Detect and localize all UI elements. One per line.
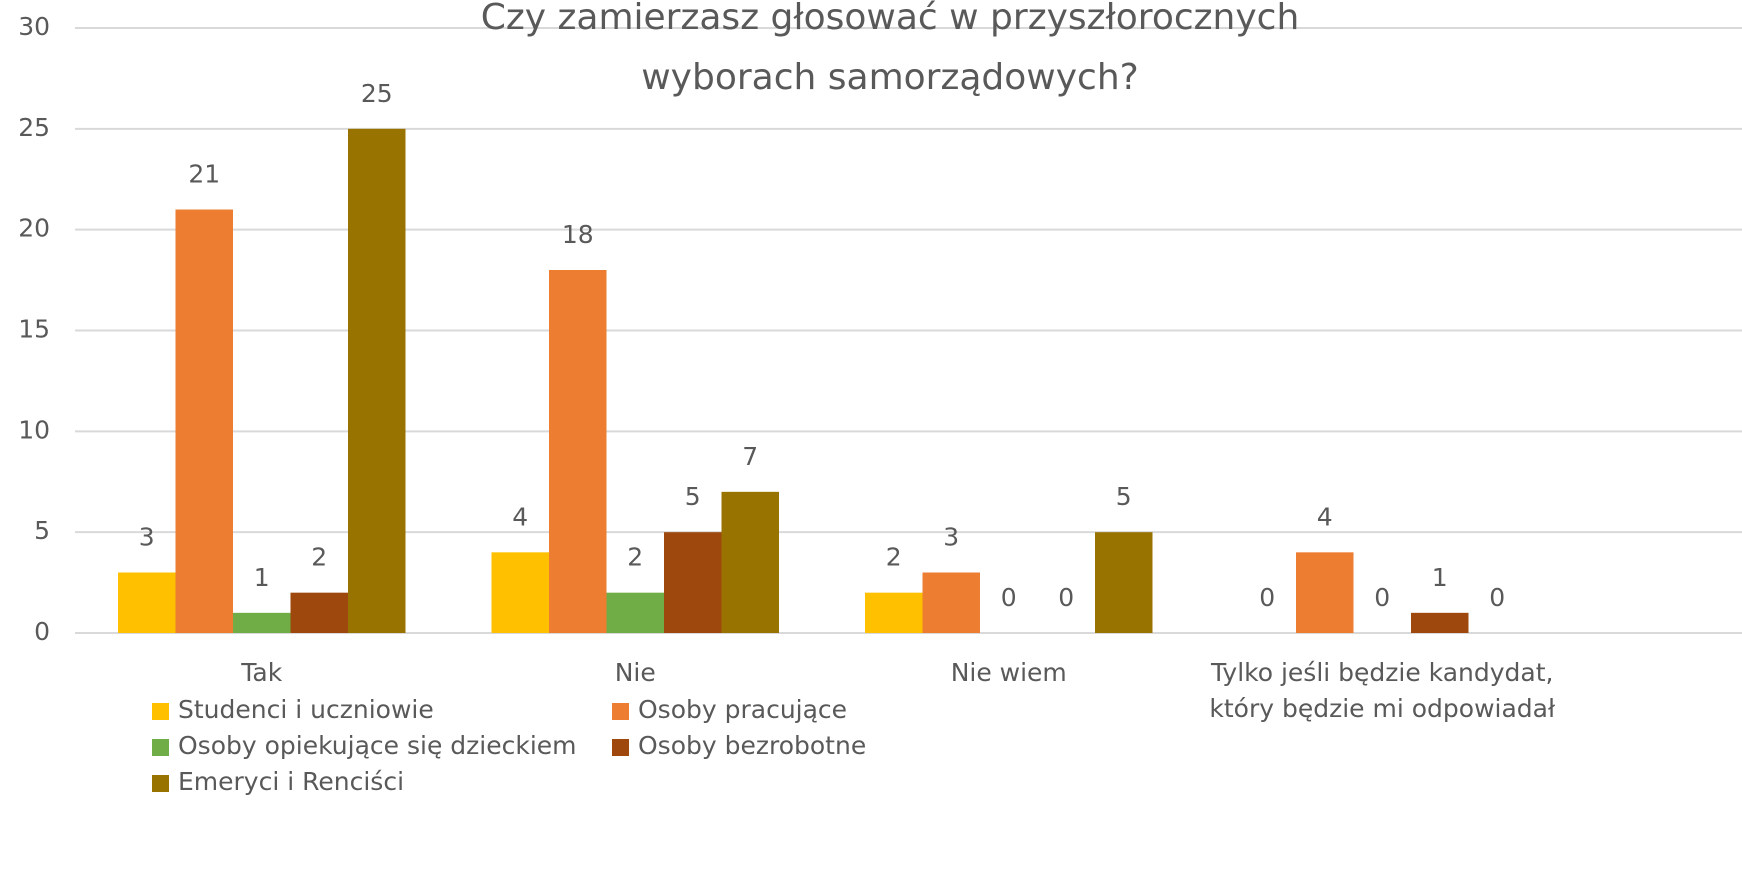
- legend-swatch: [612, 703, 629, 720]
- legend-swatch: [152, 703, 169, 720]
- data-label: 0: [1259, 583, 1275, 612]
- data-label: 4: [1317, 502, 1333, 531]
- data-label: 5: [1116, 482, 1132, 511]
- data-label: 1: [1432, 563, 1448, 592]
- y-tick-label: 10: [18, 415, 50, 444]
- bar: [1095, 532, 1153, 633]
- y-tick-label: 30: [18, 12, 50, 41]
- legend-swatch: [612, 739, 629, 756]
- data-label: 0: [1001, 583, 1017, 612]
- data-label: 4: [512, 502, 528, 531]
- bar: [233, 612, 291, 633]
- legend-label: Osoby pracujące: [638, 695, 847, 724]
- legend-label: Osoby bezrobotne: [638, 731, 866, 760]
- bar: [606, 592, 664, 633]
- x-tick-label: Nie wiem: [950, 658, 1067, 687]
- bar: [721, 491, 779, 633]
- bar: [118, 572, 176, 633]
- data-label: 0: [1058, 583, 1074, 612]
- y-tick-label: 15: [18, 315, 50, 344]
- data-label: 25: [361, 79, 393, 108]
- x-tick-label: Tylko jeśli będzie kandydat, który będzi…: [1209, 658, 1556, 723]
- bar: [549, 270, 607, 633]
- bar: [922, 572, 980, 633]
- bar: [290, 592, 348, 633]
- data-label: 2: [627, 543, 643, 572]
- y-tick-label: 0: [34, 617, 50, 646]
- legend-label: Studenci i uczniowie: [178, 695, 434, 724]
- legend-label: Emeryci i Renciści: [178, 767, 404, 796]
- legend-swatch: [152, 739, 169, 756]
- data-label: 0: [1489, 583, 1505, 612]
- data-label: 21: [188, 160, 220, 189]
- y-tick-label: 5: [34, 516, 50, 545]
- legend-label: Osoby opiekujące się dzieckiem: [178, 731, 577, 760]
- y-tick-label: 20: [18, 214, 50, 243]
- legend-swatch: [152, 775, 169, 792]
- bar: [1296, 552, 1354, 633]
- data-label: 1: [254, 563, 270, 592]
- chart-title: Czy zamierzasz głosować w przyszłoroczny…: [480, 0, 1300, 98]
- bar: [348, 128, 406, 634]
- data-label: 2: [311, 543, 327, 572]
- bar: [664, 532, 722, 633]
- data-label: 3: [139, 523, 155, 552]
- x-tick-label: Tak: [241, 658, 283, 687]
- data-label: 18: [562, 220, 594, 249]
- bar: [865, 592, 923, 633]
- data-label: 7: [742, 442, 758, 471]
- data-label: 5: [685, 482, 701, 511]
- bar: [491, 552, 549, 633]
- data-label: 2: [886, 543, 902, 572]
- bar: [1411, 612, 1469, 633]
- bar: [175, 209, 233, 633]
- x-tick-label: Nie: [614, 658, 656, 687]
- y-tick-label: 25: [18, 113, 50, 142]
- data-label: 0: [1374, 583, 1390, 612]
- data-label: 3: [943, 523, 959, 552]
